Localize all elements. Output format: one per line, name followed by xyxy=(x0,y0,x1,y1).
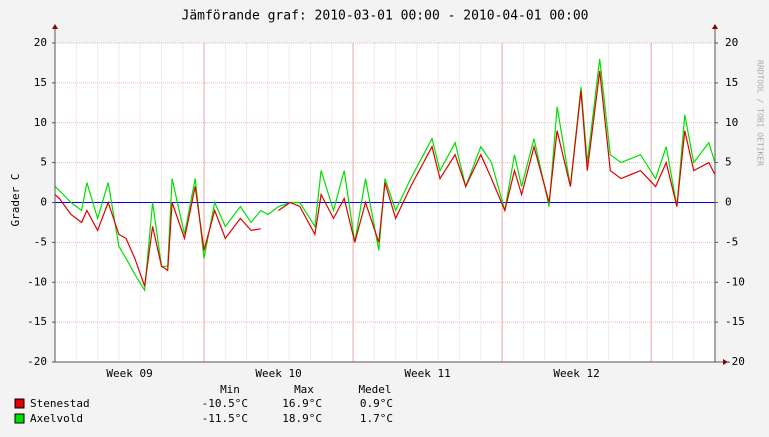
stats-header: Max xyxy=(294,383,314,396)
y2-tick-label: 0 xyxy=(725,196,732,209)
legend-label: Axelvold xyxy=(30,412,83,425)
y-tick-label: 15 xyxy=(34,76,47,89)
y-tick-label: 20 xyxy=(34,36,47,49)
y-axis-arrow xyxy=(52,24,58,29)
legend-label: Stenestad xyxy=(30,397,90,410)
stats-header: Medel xyxy=(358,383,391,396)
y-tick-label: 10 xyxy=(34,116,47,129)
y-tick-label: -15 xyxy=(27,315,47,328)
x-axis-arrow xyxy=(723,359,728,365)
stats-value: 18.9°C xyxy=(282,412,322,425)
stats-header: Min xyxy=(220,383,240,396)
stats-value: 1.7°C xyxy=(360,412,393,425)
x-tick-label: Week 10 xyxy=(255,367,301,380)
stats-value: 0.9°C xyxy=(360,397,393,410)
chart-title: Jämförande graf: 2010-03-01 00:00 - 2010… xyxy=(182,9,589,24)
y-axis-label: Grader C xyxy=(9,174,22,227)
x-tick-label: Week 12 xyxy=(553,367,599,380)
y2-tick-label: 5 xyxy=(725,156,732,169)
stats-value: 16.9°C xyxy=(282,397,322,410)
y-tick-label: 0 xyxy=(40,196,47,209)
y2-tick-label: 20 xyxy=(725,36,738,49)
y-tick-label: -20 xyxy=(27,355,47,368)
series-line xyxy=(54,70,716,287)
y2-tick-label: -5 xyxy=(725,235,738,248)
watermark: RRDTOOL / TOBI OETIKER xyxy=(756,60,765,166)
y2-tick-label: -15 xyxy=(725,315,745,328)
y2-tick-label: -10 xyxy=(725,275,745,288)
y2-axis-arrow xyxy=(712,24,718,29)
y2-tick-label: -20 xyxy=(725,355,745,368)
y-tick-label: -5 xyxy=(34,235,47,248)
y2-tick-label: 10 xyxy=(725,116,738,129)
stats-value: -11.5°C xyxy=(202,412,248,425)
x-tick-label: Week 11 xyxy=(404,367,450,380)
y-tick-label: -10 xyxy=(27,275,47,288)
legend-swatch xyxy=(14,413,25,424)
y2-tick-label: 15 xyxy=(725,76,738,89)
x-tick-label: Week 09 xyxy=(106,367,152,380)
stats-value: -10.5°C xyxy=(202,397,248,410)
legend-swatch xyxy=(14,398,25,409)
y-tick-label: 5 xyxy=(40,156,47,169)
